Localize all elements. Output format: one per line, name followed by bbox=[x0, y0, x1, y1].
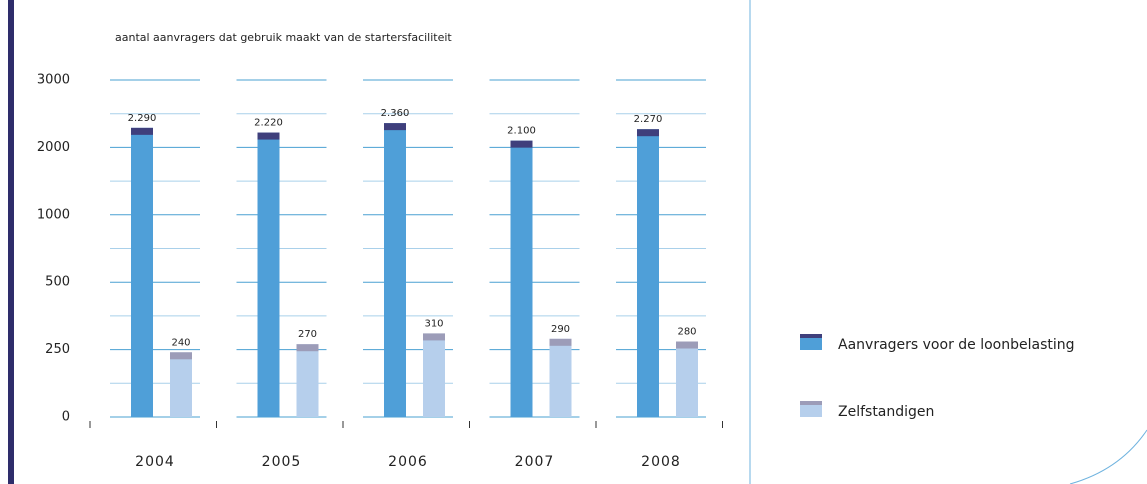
value-label: 2.220 bbox=[254, 118, 283, 129]
value-label: 2.270 bbox=[634, 114, 663, 125]
value-label: 280 bbox=[677, 327, 696, 338]
y-tick-label: 500 bbox=[45, 275, 70, 290]
value-label: 240 bbox=[171, 337, 190, 348]
bar-cap bbox=[423, 333, 445, 341]
bar-cap bbox=[510, 140, 533, 148]
bar-cap bbox=[384, 123, 406, 131]
bar bbox=[637, 129, 659, 417]
value-label: 2.100 bbox=[507, 126, 536, 137]
bar bbox=[510, 140, 533, 417]
value-label: 2.290 bbox=[128, 113, 157, 124]
value-label: 2.360 bbox=[381, 108, 410, 119]
x-tick-label: 2008 bbox=[641, 454, 681, 470]
x-tick-label: 2006 bbox=[388, 454, 428, 470]
bar bbox=[170, 352, 192, 417]
bar bbox=[131, 127, 153, 417]
legend-swatch-cap bbox=[800, 401, 822, 405]
bar-cap bbox=[131, 127, 153, 135]
bar bbox=[296, 344, 319, 417]
bar bbox=[423, 333, 445, 417]
y-tick-label: 1000 bbox=[37, 207, 70, 222]
bar bbox=[549, 338, 572, 417]
value-label: 290 bbox=[551, 324, 570, 335]
x-tick-label: 2004 bbox=[135, 454, 175, 470]
bar-cap bbox=[676, 341, 698, 349]
y-tick-label: 0 bbox=[62, 410, 70, 425]
bar bbox=[676, 341, 698, 417]
bar bbox=[257, 132, 280, 417]
legend-label: Aanvragers voor de loonbelasting bbox=[838, 337, 1075, 353]
legend-swatch-cap bbox=[800, 334, 822, 338]
corner-arc bbox=[1069, 429, 1147, 484]
x-tick-label: 2007 bbox=[515, 454, 555, 470]
y-tick-label: 250 bbox=[45, 342, 70, 357]
value-label: 310 bbox=[424, 318, 443, 329]
value-label: 270 bbox=[298, 329, 317, 340]
bar bbox=[384, 123, 406, 418]
bar-cap bbox=[296, 344, 319, 352]
chart-title: aantal aanvragers dat gebruik maakt van … bbox=[115, 31, 452, 44]
y-tick-label: 3000 bbox=[37, 73, 70, 88]
bar-cap bbox=[549, 338, 572, 346]
side-bar bbox=[8, 0, 14, 484]
bar-cap bbox=[637, 129, 659, 137]
legend-label: Zelfstandigen bbox=[838, 404, 934, 420]
bar-cap bbox=[257, 132, 280, 140]
x-tick-label: 2005 bbox=[262, 454, 302, 470]
y-tick-label: 2000 bbox=[37, 140, 70, 155]
bar-cap bbox=[170, 352, 192, 360]
